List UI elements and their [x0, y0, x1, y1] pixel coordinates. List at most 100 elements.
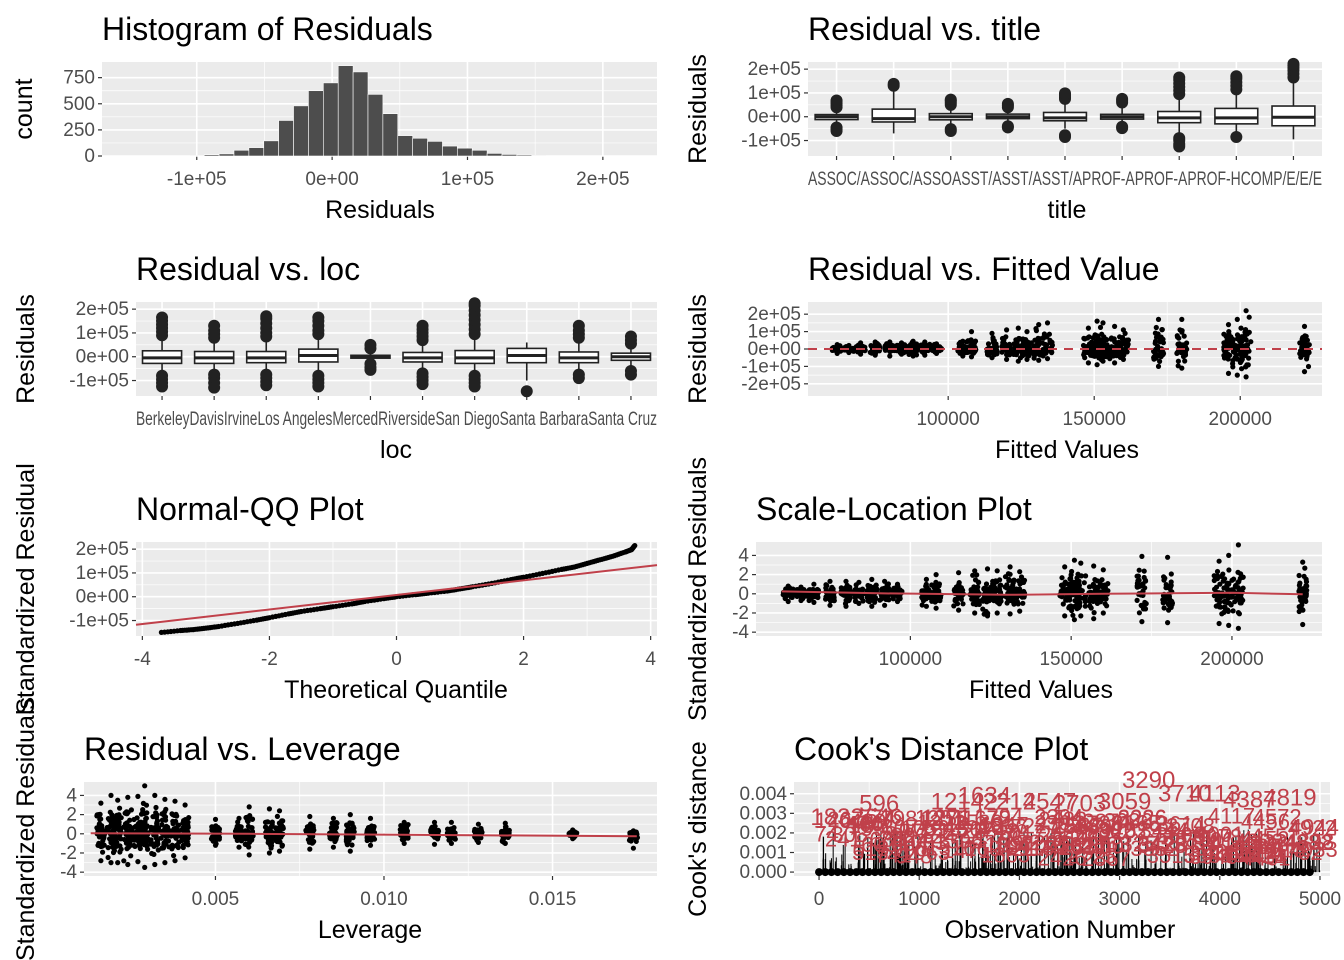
data-point [570, 827, 576, 833]
box-outlier [1059, 87, 1071, 100]
x-tick-label: 200000 [1200, 649, 1263, 670]
cooks-point [982, 868, 991, 877]
data-point [114, 839, 120, 846]
data-point [1083, 573, 1089, 579]
data-point [107, 809, 113, 815]
data-point [1302, 565, 1308, 571]
data-point [139, 821, 145, 828]
cooks-point [1175, 868, 1184, 877]
data-point [1304, 352, 1310, 358]
data-point [115, 860, 121, 866]
data-point [1157, 358, 1163, 364]
y-tick-label: 0e+00 [748, 107, 801, 128]
data-point [1300, 334, 1306, 341]
data-point [1244, 349, 1250, 355]
y-tick-label: 2e+05 [748, 304, 801, 325]
data-point [785, 598, 791, 605]
data-point [268, 824, 274, 830]
panel-title: Residual vs. title [808, 11, 1041, 47]
data-point [1303, 579, 1310, 585]
histogram-bar [457, 147, 473, 157]
x-tick-label: 100000 [879, 649, 942, 670]
panel-title: Histogram of Residuals [102, 11, 433, 47]
data-point [125, 861, 131, 868]
data-point [1074, 594, 1080, 600]
data-point [138, 827, 144, 834]
data-point [834, 342, 840, 348]
cooks-point [815, 868, 824, 877]
panel-cooks: Cook's Distance Plot Observation Number Co… [684, 731, 1341, 944]
data-point [1101, 595, 1107, 601]
data-point [180, 842, 186, 849]
data-point [885, 343, 891, 349]
data-point [1139, 553, 1145, 560]
data-point [1062, 613, 1068, 619]
data-point [332, 838, 338, 845]
histogram-bar [323, 82, 339, 157]
y-tick-label: 250 [63, 120, 95, 141]
data-point [1135, 578, 1141, 584]
data-point [1161, 577, 1167, 583]
y-tick-label: -2 [60, 843, 77, 864]
data-point [1098, 342, 1104, 348]
cooks-point [1001, 868, 1010, 877]
data-point [401, 840, 407, 847]
data-point [955, 584, 961, 590]
x-tick-label: 0 [391, 649, 402, 670]
data-point [111, 826, 118, 833]
data-point [1219, 611, 1225, 617]
data-point [1160, 336, 1166, 342]
y-axis-label: Cook's distance [684, 741, 712, 917]
panel-qq: Normal-QQ Plot Theoretical Quantile Standa… [12, 463, 658, 715]
data-point [115, 797, 121, 803]
data-point [628, 837, 634, 843]
y-axis-label: count [10, 78, 38, 139]
y-tick-label: 1e+05 [76, 563, 129, 584]
data-point [123, 809, 130, 815]
data-point [1078, 613, 1084, 619]
data-point [1239, 366, 1245, 372]
data-point [1100, 320, 1106, 326]
data-point [182, 802, 188, 808]
cooks-point [1057, 868, 1066, 877]
data-point [856, 600, 862, 607]
data-point [242, 828, 249, 834]
data-point [246, 852, 252, 858]
histogram-bar [516, 154, 533, 157]
data-point [1017, 569, 1023, 575]
data-point [1221, 355, 1228, 361]
data-point [1100, 610, 1106, 616]
box-outlier [572, 319, 585, 332]
data-point [1091, 616, 1097, 622]
histogram-bar [308, 90, 324, 157]
data-point [475, 839, 481, 846]
data-point [273, 838, 279, 844]
x-tick-label: 0.015 [529, 889, 577, 910]
data-point [143, 802, 150, 808]
y-tick-label: -1e+05 [69, 611, 129, 632]
data-point [1007, 564, 1013, 570]
data-point [178, 834, 184, 840]
box-outlier [624, 330, 637, 343]
data-point [785, 583, 791, 589]
data-point [1155, 316, 1162, 322]
box-outlier [1116, 92, 1129, 105]
data-point [933, 572, 939, 578]
cooks-point [1013, 868, 1022, 877]
data-point [249, 825, 255, 831]
data-point [1234, 372, 1240, 378]
data-point [1234, 316, 1240, 322]
box-outlier [1059, 130, 1071, 143]
data-point [1020, 600, 1026, 606]
data-point [1214, 568, 1221, 575]
data-point [307, 813, 313, 820]
cooks-point [1106, 868, 1115, 877]
cooks-point [1169, 868, 1178, 877]
data-point [798, 584, 804, 590]
box-outlier [1173, 140, 1186, 153]
cooks-point [1044, 868, 1053, 877]
qq-reference-line [135, 564, 658, 626]
data-point [329, 820, 335, 826]
cooks-point [1094, 868, 1103, 877]
